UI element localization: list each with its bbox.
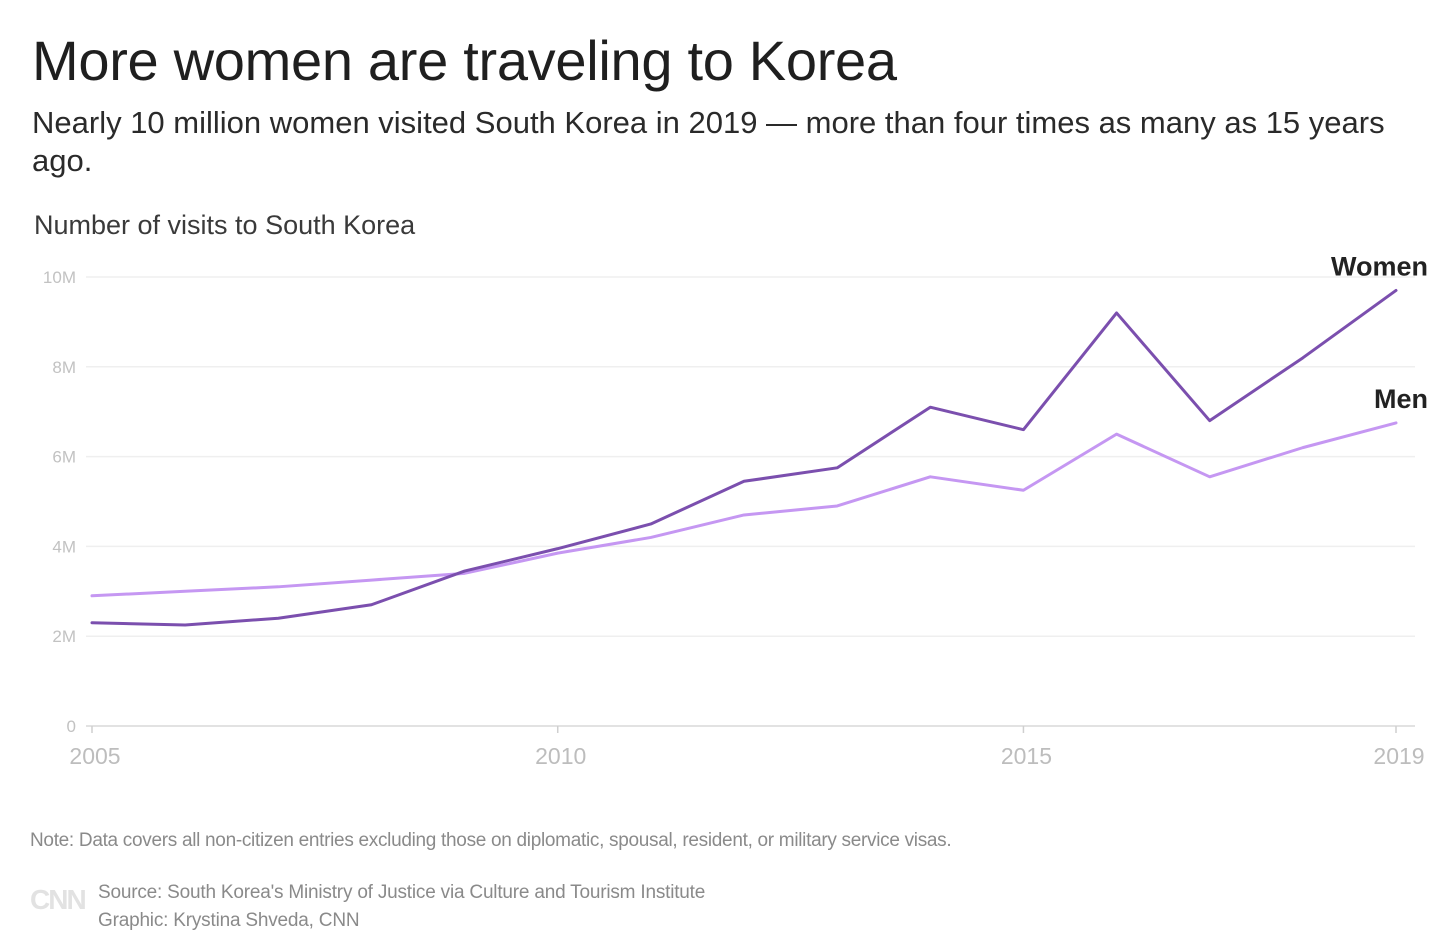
x-axis: 2005 2010 2015 2019 [69, 725, 1425, 769]
x-tick-label: 2005 [69, 743, 120, 769]
footnote: Note: Data covers all non-citizen entrie… [30, 830, 952, 851]
chart-title: More women are traveling to Korea [32, 29, 897, 92]
x-tick-label: 2015 [1001, 743, 1052, 769]
y-axis-label: Number of visits to South Korea [34, 210, 416, 240]
y-tick-label: 2M [52, 627, 76, 646]
series-line-men [90, 421, 1398, 598]
series-label-women: Women [1331, 251, 1428, 281]
series-lines [90, 288, 1398, 627]
y-tick-label: 4M [52, 537, 76, 556]
series-labels: Women Men [1331, 251, 1428, 413]
chart-subtitle: Nearly 10 million women visited South Ko… [32, 105, 1385, 178]
y-tick-label: 10M [43, 268, 76, 287]
y-tick-label: 0 [67, 717, 76, 736]
x-tick-label: 2019 [1373, 743, 1424, 769]
series-label-men: Men [1374, 384, 1428, 414]
gridlines [86, 276, 1415, 637]
y-tick-label: 8M [52, 358, 76, 377]
y-axis-ticks: 0 2M 4M 6M 8M 10M [43, 268, 76, 736]
graphic-credit: Graphic: Krystina Shveda, CNN [98, 910, 360, 931]
x-tick-label: 2010 [535, 743, 586, 769]
source-credit: Source: South Korea's Ministry of Justic… [98, 882, 706, 903]
cnn-logo: CNN [30, 884, 87, 915]
series-line-women [90, 288, 1398, 627]
y-tick-label: 6M [52, 448, 76, 467]
